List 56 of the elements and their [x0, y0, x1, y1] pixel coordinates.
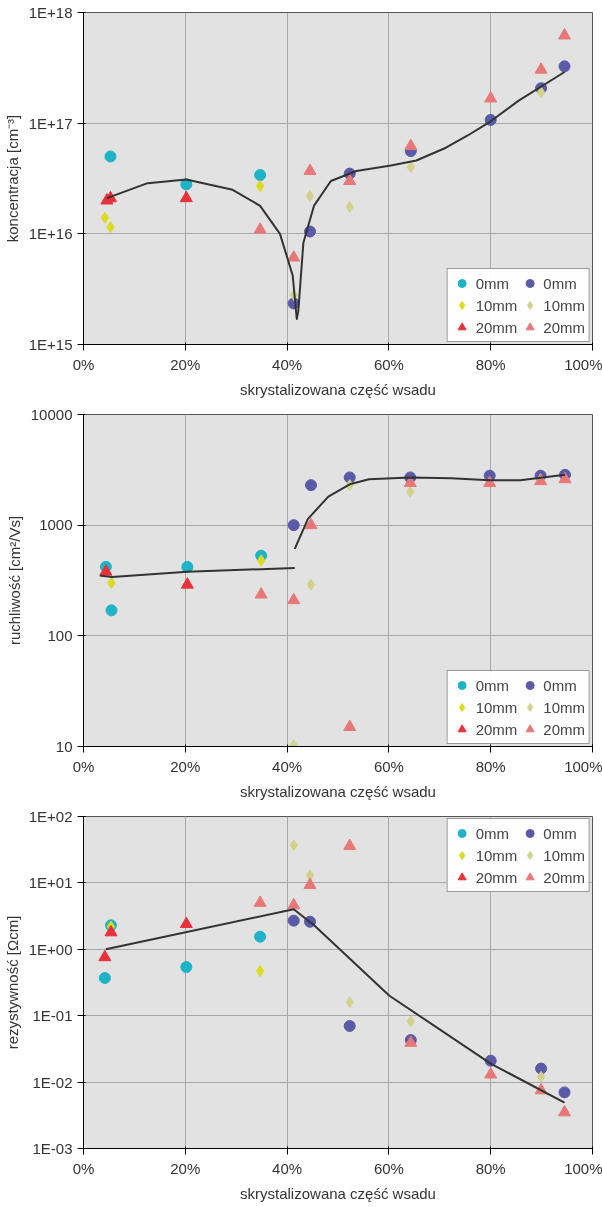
x-tick-label: 60%	[373, 757, 404, 775]
legend-label: 0mm	[543, 274, 577, 292]
legend-label: 10mm	[475, 296, 518, 314]
legend-label: 10mm	[543, 846, 585, 864]
y-tick-label: 1E-01	[32, 1007, 73, 1025]
legend-label: 20mm	[475, 318, 518, 336]
x-tick-label: 40%	[272, 355, 303, 373]
x-tick-label: 0%	[72, 355, 95, 373]
x-axis-title: skrystalizowana część wsadu	[240, 782, 436, 800]
x-tick-label: 60%	[373, 355, 404, 373]
y-tick-label: 1000	[39, 516, 73, 534]
x-tick-label: 100%	[564, 757, 602, 775]
y-tick-label: 10000	[30, 405, 73, 423]
x-tick-label: 100%	[564, 1159, 602, 1177]
y-tick-label: 1E+01	[28, 874, 73, 892]
legend-label: 10mm	[475, 846, 518, 864]
legend-label: 20mm	[475, 868, 518, 886]
legend-label: 0mm	[475, 274, 509, 292]
legend-label: 20mm	[543, 868, 585, 886]
y-axis-title: ruchliwość [cm²/Vs]	[5, 515, 23, 646]
x-tick-label: 100%	[564, 355, 602, 373]
legend-label: 20mm	[475, 720, 518, 738]
legend-label: 20mm	[543, 318, 585, 336]
x-axis-title: skrystalizowana część wsadu	[240, 1184, 436, 1202]
y-axis-title: koncentracja [cm⁻³]	[3, 114, 21, 243]
x-tick-label: 0%	[72, 757, 95, 775]
x-tick-label: 60%	[373, 1159, 404, 1177]
legend-label: 0mm	[543, 676, 577, 694]
legend-label: 0mm	[475, 676, 509, 694]
y-tick-label: 1E+02	[28, 808, 73, 825]
x-tick-label: 40%	[272, 757, 303, 775]
legend-label: 10mm	[475, 698, 518, 716]
y-tick-label: 1E+18	[28, 4, 73, 21]
legend-label: 0mm	[543, 824, 577, 842]
legend-label: 10mm	[543, 296, 585, 314]
y-tick-label: 10	[55, 737, 73, 755]
x-tick-label: 40%	[272, 1159, 303, 1177]
y-tick-label: 1E+15	[28, 336, 73, 353]
x-tick-label: 0%	[72, 1159, 95, 1177]
y-tick-label: 1E-03	[32, 1140, 73, 1157]
y-tick-label: 100	[47, 626, 73, 644]
x-tick-label: 80%	[475, 355, 506, 373]
x-tick-label: 80%	[475, 1159, 506, 1177]
legend-label: 0mm	[475, 824, 509, 842]
x-tick-label: 80%	[475, 757, 506, 775]
y-axis-title: rezystywność [Ωcm]	[3, 915, 21, 1050]
legend-label: 10mm	[543, 698, 585, 716]
legend-label: 20mm	[543, 720, 585, 738]
x-tick-label: 20%	[170, 1159, 201, 1177]
y-tick-label: 1E+00	[28, 940, 73, 958]
y-tick-label: 1E-02	[32, 1073, 73, 1091]
y-tick-label: 1E+17	[28, 114, 73, 132]
x-axis-title: skrystalizowana część wsadu	[240, 380, 436, 398]
x-tick-label: 20%	[170, 757, 201, 775]
x-tick-label: 20%	[170, 355, 201, 373]
y-tick-label: 1E+16	[28, 225, 73, 243]
